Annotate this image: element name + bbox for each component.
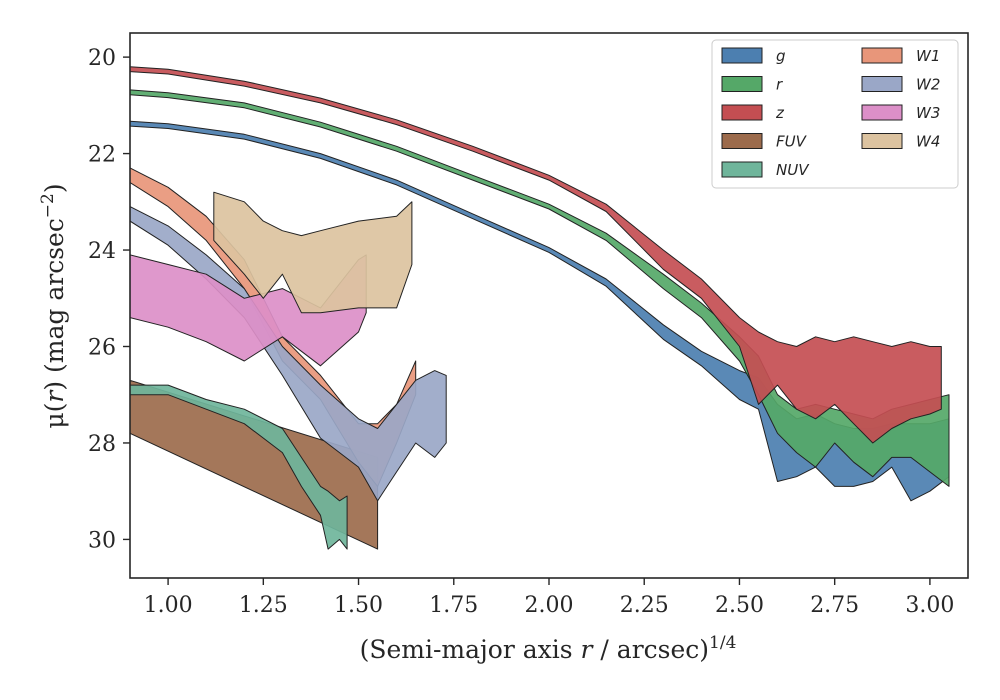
x-axis: 1.00 1.25 1.50 1.75 2.00 2.25 2.50 2.75 3.00 (144, 578, 954, 618)
legend-label-w1: W1 (916, 47, 940, 65)
x-tick-label: 1.00 (144, 593, 193, 618)
legend-label-z: z (775, 104, 785, 122)
x-tick-label: 1.75 (429, 593, 478, 618)
legend-label-g: g (776, 47, 786, 65)
band-nuv (130, 384, 348, 550)
x-axis-label: (Semi-major axis r / arcsec)1/4 (360, 633, 737, 664)
legend-swatch-z (721, 104, 763, 121)
band-w4 (213, 191, 413, 314)
bands-layer (130, 66, 950, 550)
x-tick-label: 2.00 (525, 593, 574, 618)
legend-swatch-w4 (861, 133, 903, 149)
legend-label-w3: W3 (916, 104, 940, 122)
legend-swatch-w2 (861, 76, 903, 92)
band-r (130, 89, 950, 487)
y-tick-label: 22 (88, 143, 116, 168)
legend-label-nuv: NUV (776, 161, 810, 179)
x-tick-label: 2.75 (810, 593, 859, 618)
legend-swatch-w1 (861, 47, 903, 64)
y-axis: 20 22 24 26 28 30 (88, 46, 130, 553)
legend: grz FUV NUV W1 W2 W3 W4 (711, 39, 959, 189)
y-tick-label: 28 (88, 432, 116, 457)
x-tick-label: 2.50 (715, 593, 764, 618)
band-w3 (130, 254, 367, 367)
legend-label-w2: W2 (916, 76, 940, 94)
legend-swatch-g (721, 47, 763, 64)
x-tick-label: 3.00 (905, 593, 954, 618)
legend-swatch-w3 (861, 104, 903, 121)
legend-swatch-nuv (721, 161, 763, 178)
y-tick-label: 24 (88, 239, 116, 264)
x-tick-label: 2.25 (620, 593, 669, 618)
x-tick-label: 1.50 (334, 593, 383, 618)
legend-label-r: r (776, 76, 783, 94)
legend-swatch-r (721, 76, 763, 92)
y-tick-label: 20 (88, 46, 116, 71)
legend-swatch-fuv (721, 133, 763, 149)
legend-label-fuv: FUV (776, 133, 808, 151)
band-z (130, 66, 942, 444)
y-tick-label: 26 (88, 335, 116, 360)
y-tick-label: 30 (88, 528, 116, 553)
y-axis-label: μ(r) (mag arcsec−2) (38, 183, 69, 428)
x-tick-label: 1.25 (239, 593, 288, 618)
legend-label-w4: W4 (916, 133, 940, 151)
